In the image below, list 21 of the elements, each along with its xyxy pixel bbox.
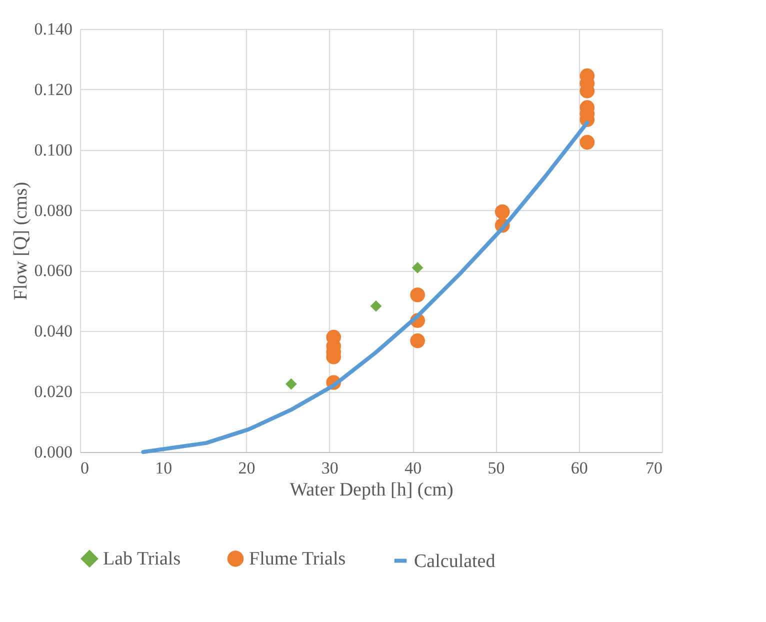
legend-label: Calculated	[414, 550, 496, 572]
x-tick-label: 30	[321, 458, 338, 478]
y-tick-label: 0.060	[34, 261, 72, 280]
x-tick-label: 10	[155, 458, 172, 478]
y-tick-label: 0.100	[34, 140, 72, 160]
y-tick-label: 0.080	[34, 200, 72, 220]
x-tick-label: 60	[570, 458, 588, 478]
y-tick-label: 0.120	[34, 80, 72, 99]
x-axis-title: Water Depth [h] (cm)	[290, 480, 454, 500]
x-tick-label: 20	[238, 458, 256, 478]
y-tick-label: 0.040	[34, 322, 72, 341]
y-tick-label: 0.020	[34, 382, 72, 402]
legend-label: Flume Trials	[249, 548, 346, 570]
y-tick-label: 0.000	[34, 442, 72, 462]
y-tick-label: 0.140	[34, 20, 72, 38]
x-tick-label: 70	[646, 458, 662, 478]
y-axis-title: Flow [Q] (cms)	[10, 182, 32, 300]
legend-label: Lab Trials	[103, 548, 181, 570]
x-tick-label: 0	[80, 458, 89, 478]
x-tick-label: 40	[404, 458, 422, 478]
x-tick-label: 50	[488, 458, 505, 478]
